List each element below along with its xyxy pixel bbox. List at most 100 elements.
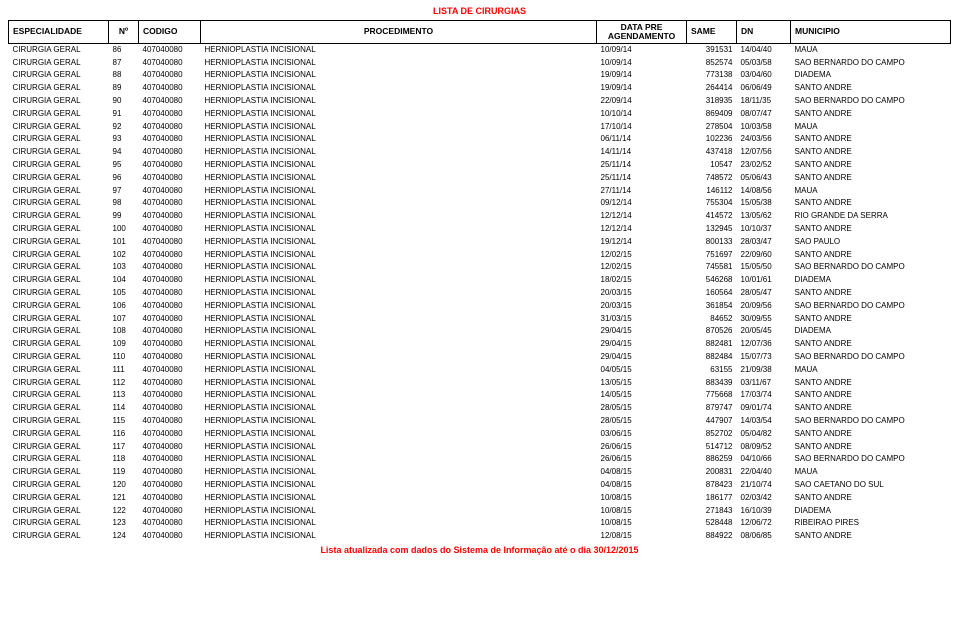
cell-especialidade: CIRURGIA GERAL [9, 351, 109, 364]
cell-especialidade: CIRURGIA GERAL [9, 428, 109, 441]
cell-procedimento: HERNIOPLASTIA INCISIONAL [201, 530, 597, 543]
cell-especialidade: CIRURGIA GERAL [9, 57, 109, 70]
cell-data: 19/09/14 [597, 69, 687, 82]
cell-procedimento: HERNIOPLASTIA INCISIONAL [201, 287, 597, 300]
cell-same: 318935 [687, 95, 737, 108]
cell-municipio: SANTO ANDRE [791, 389, 951, 402]
cell-dn: 14/08/56 [737, 185, 791, 198]
cell-procedimento: HERNIOPLASTIA INCISIONAL [201, 57, 597, 70]
cell-codigo: 407040080 [139, 479, 201, 492]
cell-no: 115 [109, 415, 139, 428]
cell-same: 745581 [687, 261, 737, 274]
cell-procedimento: HERNIOPLASTIA INCISIONAL [201, 223, 597, 236]
cell-especialidade: CIRURGIA GERAL [9, 159, 109, 172]
cell-especialidade: CIRURGIA GERAL [9, 185, 109, 198]
cell-data: 10/08/15 [597, 505, 687, 518]
cell-procedimento: HERNIOPLASTIA INCISIONAL [201, 249, 597, 262]
cell-municipio: SANTO ANDRE [791, 402, 951, 415]
cell-procedimento: HERNIOPLASTIA INCISIONAL [201, 108, 597, 121]
table-row: CIRURGIA GERAL110407040080HERNIOPLASTIA … [9, 351, 951, 364]
surgery-table: ESPECIALIDADE Nº CODIGO PROCEDIMENTO DAT… [8, 20, 951, 543]
cell-municipio: SANTO ANDRE [791, 146, 951, 159]
cell-dn: 22/09/60 [737, 249, 791, 262]
cell-municipio: SANTO ANDRE [791, 172, 951, 185]
cell-especialidade: CIRURGIA GERAL [9, 69, 109, 82]
cell-dn: 12/07/56 [737, 146, 791, 159]
cell-dn: 08/09/52 [737, 441, 791, 454]
cell-especialidade: CIRURGIA GERAL [9, 95, 109, 108]
cell-municipio: MAUA [791, 364, 951, 377]
cell-same: 751697 [687, 249, 737, 262]
cell-municipio: DIADEMA [791, 69, 951, 82]
cell-no: 108 [109, 325, 139, 338]
table-row: CIRURGIA GERAL87407040080HERNIOPLASTIA I… [9, 57, 951, 70]
cell-procedimento: HERNIOPLASTIA INCISIONAL [201, 492, 597, 505]
cell-codigo: 407040080 [139, 249, 201, 262]
cell-especialidade: CIRURGIA GERAL [9, 261, 109, 274]
cell-data: 12/12/14 [597, 223, 687, 236]
cell-codigo: 407040080 [139, 274, 201, 287]
col-especialidade: ESPECIALIDADE [9, 21, 109, 44]
cell-codigo: 407040080 [139, 441, 201, 454]
cell-municipio: SANTO ANDRE [791, 441, 951, 454]
cell-especialidade: CIRURGIA GERAL [9, 479, 109, 492]
cell-codigo: 407040080 [139, 223, 201, 236]
cell-codigo: 407040080 [139, 236, 201, 249]
cell-data: 18/02/15 [597, 274, 687, 287]
cell-dn: 06/06/49 [737, 82, 791, 95]
cell-codigo: 407040080 [139, 69, 201, 82]
col-municipio: MUNICIPIO [791, 21, 951, 44]
cell-no: 105 [109, 287, 139, 300]
cell-codigo: 407040080 [139, 82, 201, 95]
cell-codigo: 407040080 [139, 389, 201, 402]
cell-no: 112 [109, 377, 139, 390]
table-row: CIRURGIA GERAL118407040080HERNIOPLASTIA … [9, 453, 951, 466]
cell-dn: 10/01/61 [737, 274, 791, 287]
cell-data: 28/05/15 [597, 402, 687, 415]
cell-same: 878423 [687, 479, 737, 492]
cell-especialidade: CIRURGIA GERAL [9, 274, 109, 287]
cell-data: 20/03/15 [597, 287, 687, 300]
cell-codigo: 407040080 [139, 185, 201, 198]
cell-dn: 20/05/45 [737, 325, 791, 338]
cell-codigo: 407040080 [139, 517, 201, 530]
cell-dn: 18/11/35 [737, 95, 791, 108]
cell-dn: 04/10/66 [737, 453, 791, 466]
cell-same: 146112 [687, 185, 737, 198]
cell-data: 04/08/15 [597, 479, 687, 492]
cell-municipio: SANTO ANDRE [791, 492, 951, 505]
table-row: CIRURGIA GERAL120407040080HERNIOPLASTIA … [9, 479, 951, 492]
cell-same: 755304 [687, 197, 737, 210]
cell-no: 107 [109, 313, 139, 326]
cell-procedimento: HERNIOPLASTIA INCISIONAL [201, 479, 597, 492]
cell-municipio: SANTO ANDRE [791, 530, 951, 543]
cell-data: 20/03/15 [597, 300, 687, 313]
cell-no: 117 [109, 441, 139, 454]
cell-no: 124 [109, 530, 139, 543]
cell-procedimento: HERNIOPLASTIA INCISIONAL [201, 453, 597, 466]
cell-especialidade: CIRURGIA GERAL [9, 108, 109, 121]
cell-data: 04/05/15 [597, 364, 687, 377]
cell-no: 89 [109, 82, 139, 95]
table-row: CIRURGIA GERAL112407040080HERNIOPLASTIA … [9, 377, 951, 390]
cell-procedimento: HERNIOPLASTIA INCISIONAL [201, 43, 597, 56]
cell-especialidade: CIRURGIA GERAL [9, 43, 109, 56]
cell-dn: 05/04/82 [737, 428, 791, 441]
table-row: CIRURGIA GERAL94407040080HERNIOPLASTIA I… [9, 146, 951, 159]
cell-procedimento: HERNIOPLASTIA INCISIONAL [201, 313, 597, 326]
cell-especialidade: CIRURGIA GERAL [9, 415, 109, 428]
cell-same: 391531 [687, 43, 737, 56]
cell-no: 111 [109, 364, 139, 377]
cell-same: 84652 [687, 313, 737, 326]
report-page: LISTA DE CIRURGIAS ESPECIALIDADE Nº CODI… [0, 0, 959, 567]
cell-same: 278504 [687, 121, 737, 134]
cell-procedimento: HERNIOPLASTIA INCISIONAL [201, 300, 597, 313]
cell-data: 14/05/15 [597, 389, 687, 402]
cell-same: 882481 [687, 338, 737, 351]
table-row: CIRURGIA GERAL92407040080HERNIOPLASTIA I… [9, 121, 951, 134]
cell-no: 109 [109, 338, 139, 351]
cell-codigo: 407040080 [139, 57, 201, 70]
cell-codigo: 407040080 [139, 505, 201, 518]
table-row: CIRURGIA GERAL101407040080HERNIOPLASTIA … [9, 236, 951, 249]
cell-dn: 30/09/55 [737, 313, 791, 326]
